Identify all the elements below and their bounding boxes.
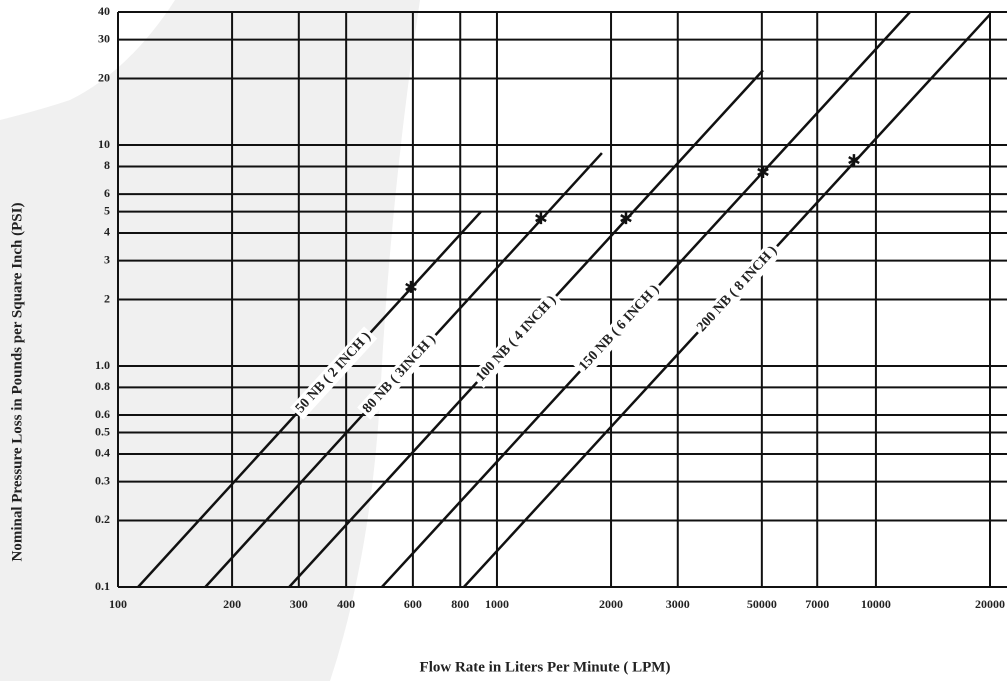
y-tick-label: 0.6 (95, 407, 110, 421)
y-tick-label: 0.1 (95, 579, 110, 593)
y-tick-label: 6 (104, 186, 110, 200)
line-label-bg (573, 279, 666, 378)
line-label-group: 150 NB ( 6 INCH ) (573, 279, 666, 378)
y-tick-label: 10 (98, 137, 110, 151)
y-axis-title: Nominal Pressure Loss in Pounds per Squa… (9, 203, 25, 562)
y-tick-label: 3 (104, 252, 110, 266)
line-label-group: 100 NB ( 4 INCH ) (470, 289, 563, 389)
line-label-bg (691, 240, 784, 339)
x-tick-label: 100 (109, 597, 127, 611)
x-tick-label: 7000 (805, 597, 829, 611)
marker (620, 212, 632, 225)
marker (405, 280, 417, 293)
x-tick-label: 400 (337, 597, 355, 611)
y-tick-label: 30 (98, 31, 110, 45)
y-tick-label: 4 (104, 225, 110, 239)
y-tick-label: 40 (98, 4, 110, 18)
line-label: 200 NB ( 8 INCH ) (694, 243, 780, 335)
line-label: 150 NB ( 6 INCH ) (576, 282, 662, 374)
x-tick-label: 800 (451, 597, 469, 611)
x-tick-label: 3000 (666, 597, 690, 611)
x-tick-label: 50000 (747, 597, 777, 611)
x-tick-label: 2000 (599, 597, 623, 611)
line-label-group: 200 NB ( 8 INCH ) (691, 240, 784, 339)
line-label-bg (470, 289, 563, 389)
line-label-bg (289, 326, 378, 420)
y-tick-label: 2 (104, 291, 110, 305)
y-tick-label: 0.2 (95, 512, 110, 526)
y-tick-label: 0.8 (95, 379, 110, 393)
y-tick-label: 1.0 (95, 358, 110, 372)
y-tick-label: 0.3 (95, 473, 110, 487)
line-label-bg (357, 329, 443, 420)
y-tick-label: 0.4 (95, 446, 110, 460)
x-tick-label: 10000 (861, 597, 891, 611)
x-axis-title: Flow Rate in Liters Per Minute ( LPM) (420, 659, 671, 675)
marker (848, 154, 860, 167)
y-tick-label: 5 (104, 203, 110, 217)
y-tick-label: 20 (98, 70, 110, 84)
marker (535, 212, 547, 225)
y-tick-label: 0.5 (95, 424, 110, 438)
marker (757, 166, 769, 179)
x-tick-label: 600 (404, 597, 422, 611)
x-tick-label: 300 (290, 597, 308, 611)
x-tick-label: 1000 (485, 597, 509, 611)
y-tick-label: 8 (104, 158, 110, 172)
line-label: 100 NB ( 4 INCH ) (473, 293, 559, 385)
background-shape (0, 0, 420, 681)
x-tick-label: 20000 (975, 597, 1005, 611)
x-tick-label: 200 (223, 597, 241, 611)
